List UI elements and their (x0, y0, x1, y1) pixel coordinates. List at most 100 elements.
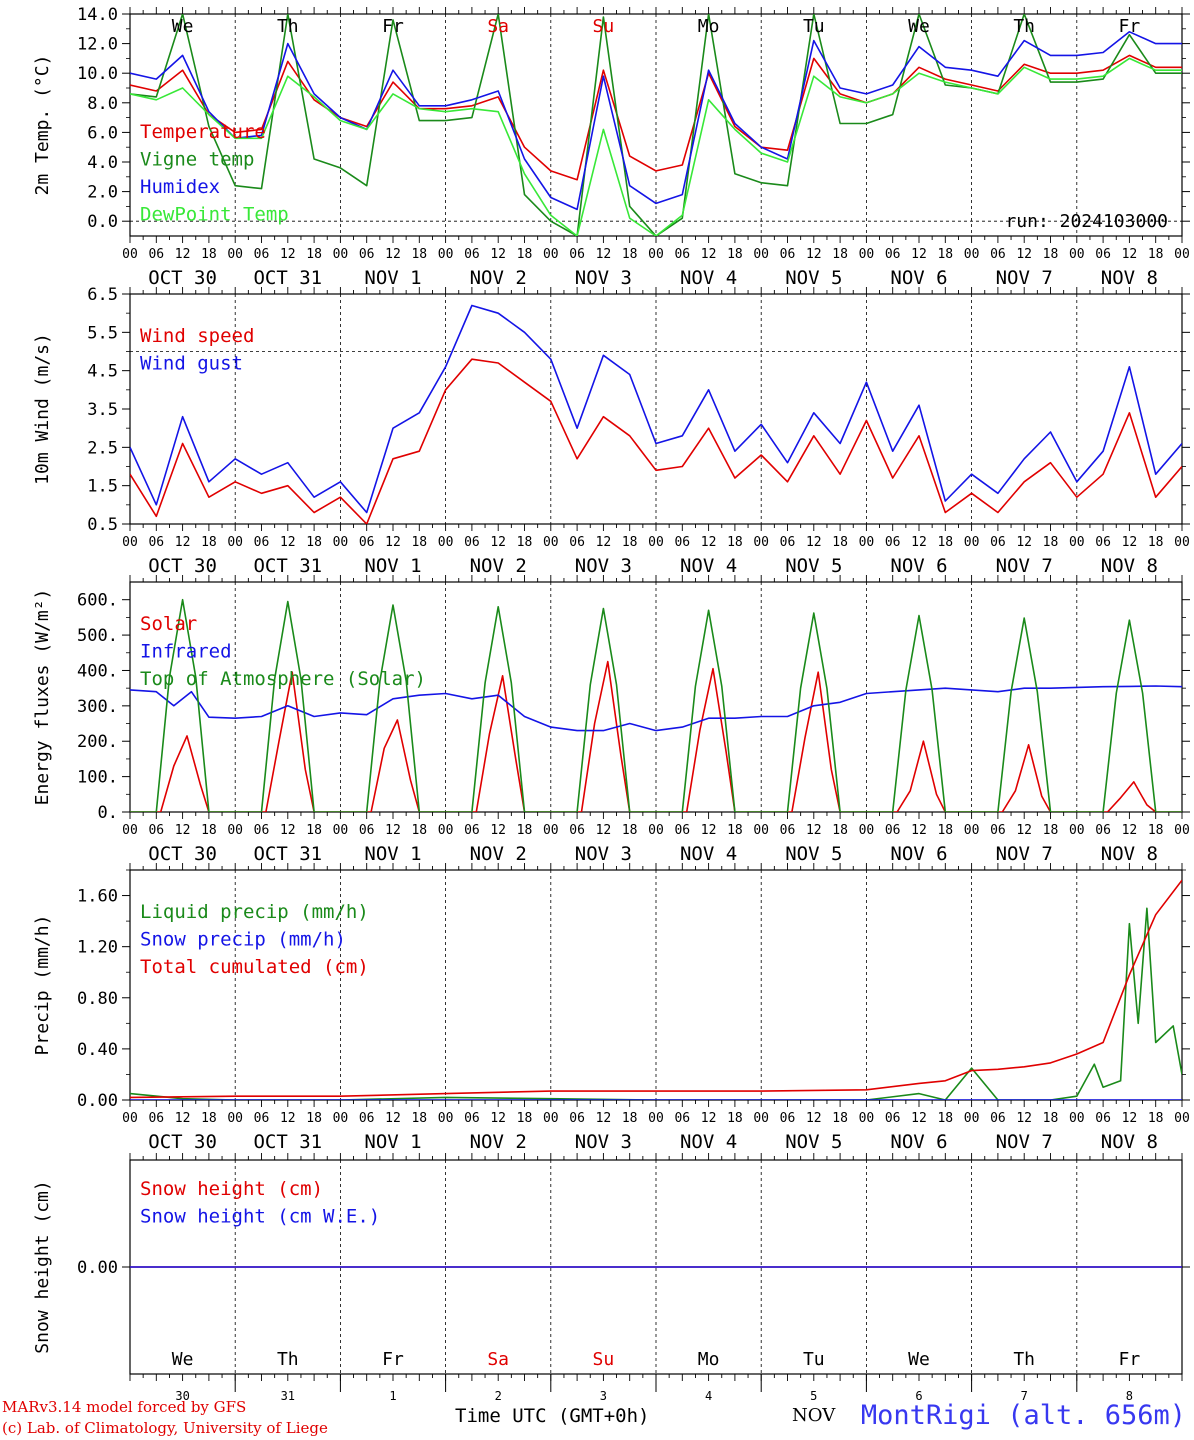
date-label: NOV 8 (1101, 1131, 1158, 1153)
hour-label: 00 (859, 535, 875, 550)
hour-label: 12 (1122, 535, 1138, 550)
hour-label: 18 (622, 247, 638, 262)
hour-label: 18 (832, 1111, 848, 1126)
hour-label: 12 (596, 1111, 612, 1126)
date-label: NOV 1 (364, 843, 421, 865)
date-label: NOV 6 (890, 555, 947, 577)
date-label: NOV 6 (890, 843, 947, 865)
weekday-label-bottom: Fr (382, 1349, 404, 1370)
hour-label: 18 (937, 247, 953, 262)
date-label: NOV 3 (575, 555, 632, 577)
y-tick-label: 300. (77, 697, 118, 717)
hour-label: 18 (411, 247, 427, 262)
hour-label: 18 (517, 247, 533, 262)
hour-label: 00 (543, 823, 559, 838)
y-tick-label: 4.5 (87, 362, 118, 382)
date-label: NOV 8 (1101, 267, 1158, 289)
y-tick-label: 6.0 (87, 123, 118, 143)
hour-label: 12 (1016, 247, 1032, 262)
weekday-label: Tu (803, 16, 825, 37)
date-label: OCT 31 (253, 555, 322, 577)
hour-label: 00 (648, 247, 664, 262)
hour-label: 00 (122, 1111, 138, 1126)
hour-label: 06 (464, 1111, 480, 1126)
hour-label: 18 (832, 823, 848, 838)
y-tick-label: 500. (77, 626, 118, 646)
hour-label: 00 (333, 1111, 349, 1126)
hour-label: 18 (517, 1111, 533, 1126)
hour-label: 18 (1148, 247, 1164, 262)
legend-entry: Liquid precip (mm/h) (140, 901, 369, 923)
y-tick-label: 3.5 (87, 400, 118, 420)
date-label: NOV 4 (680, 1131, 737, 1153)
weekday-label-bottom: Mo (698, 1349, 720, 1370)
y-tick-label: 2.0 (87, 183, 118, 203)
date-label: NOV 7 (996, 843, 1053, 865)
model-credit-line-2: (c) Lab. of Climatology, University of L… (2, 1419, 328, 1437)
date-label: NOV 7 (996, 555, 1053, 577)
hour-label: 12 (596, 535, 612, 550)
hour-label: 18 (306, 535, 322, 550)
hour-label: 06 (674, 1111, 690, 1126)
hour-label: 18 (937, 1111, 953, 1126)
hour-label: 12 (806, 247, 822, 262)
y-tick-label: 1.20 (77, 938, 118, 958)
hour-label: 06 (148, 823, 164, 838)
series-wind-gust (130, 304, 1182, 514)
legend-entry: Snow height (cm W.E.) (140, 1206, 380, 1228)
weekday-label: We (172, 16, 194, 37)
hour-label: 00 (753, 823, 769, 838)
hour-label: 06 (148, 247, 164, 262)
series-top-of-atmosphere-solar (130, 598, 1182, 812)
hour-label: 00 (438, 823, 454, 838)
hour-label: 12 (175, 823, 191, 838)
legend-entry: Solar (140, 613, 197, 635)
hour-label: 06 (148, 535, 164, 550)
y-tick-label: 0.40 (77, 1040, 118, 1060)
run-label: run: 2024103000 (1005, 211, 1168, 232)
hour-label: 18 (201, 823, 217, 838)
y-tick-label: 200. (77, 732, 118, 752)
hour-label: 06 (990, 823, 1006, 838)
hour-label: 06 (990, 1111, 1006, 1126)
weekday-label: Fr (382, 16, 404, 37)
series-total-cumulated-cm (130, 879, 1182, 1099)
hour-label: 06 (464, 535, 480, 550)
hour-label: 18 (1148, 823, 1164, 838)
hour-label: 12 (911, 1111, 927, 1126)
hour-label: 12 (806, 823, 822, 838)
date-label: NOV 8 (1101, 555, 1158, 577)
hour-label: 18 (1043, 823, 1059, 838)
hour-label: 06 (254, 823, 270, 838)
hour-label: 06 (254, 535, 270, 550)
series-wind-speed (130, 358, 1182, 524)
date-label: NOV 3 (575, 843, 632, 865)
hour-label: 12 (175, 1111, 191, 1126)
date-label: NOV 6 (890, 1131, 947, 1153)
hour-label: 12 (1016, 1111, 1032, 1126)
hour-label: 12 (596, 823, 612, 838)
weekday-label-bottom: Su (593, 1349, 615, 1370)
hour-label: 06 (569, 247, 585, 262)
date-label: OCT 31 (253, 843, 322, 865)
date-label: NOV 2 (470, 555, 527, 577)
hour-label: 00 (1174, 247, 1190, 262)
date-label: NOV 5 (785, 1131, 842, 1153)
hour-label: 12 (280, 823, 296, 838)
hour-label: 18 (727, 247, 743, 262)
hour-label: 18 (201, 1111, 217, 1126)
hour-label: 18 (727, 823, 743, 838)
hour-label: 18 (937, 535, 953, 550)
weekday-label-bottom: Th (277, 1349, 299, 1370)
hour-label: 00 (753, 1111, 769, 1126)
hour-label: 06 (464, 823, 480, 838)
series-infrared (130, 685, 1182, 732)
panel-5: 0.00 Snow height (cm) Snow height (cm) Snow… (32, 1153, 1190, 1381)
hour-label: 06 (674, 535, 690, 550)
y-tick-label: 0.00 (77, 1091, 118, 1111)
hour-label: 18 (411, 823, 427, 838)
date-label: NOV 4 (680, 843, 737, 865)
day-number: 3 (600, 1389, 607, 1403)
y-tick-label: 1.5 (87, 477, 118, 497)
hour-label: 18 (727, 1111, 743, 1126)
